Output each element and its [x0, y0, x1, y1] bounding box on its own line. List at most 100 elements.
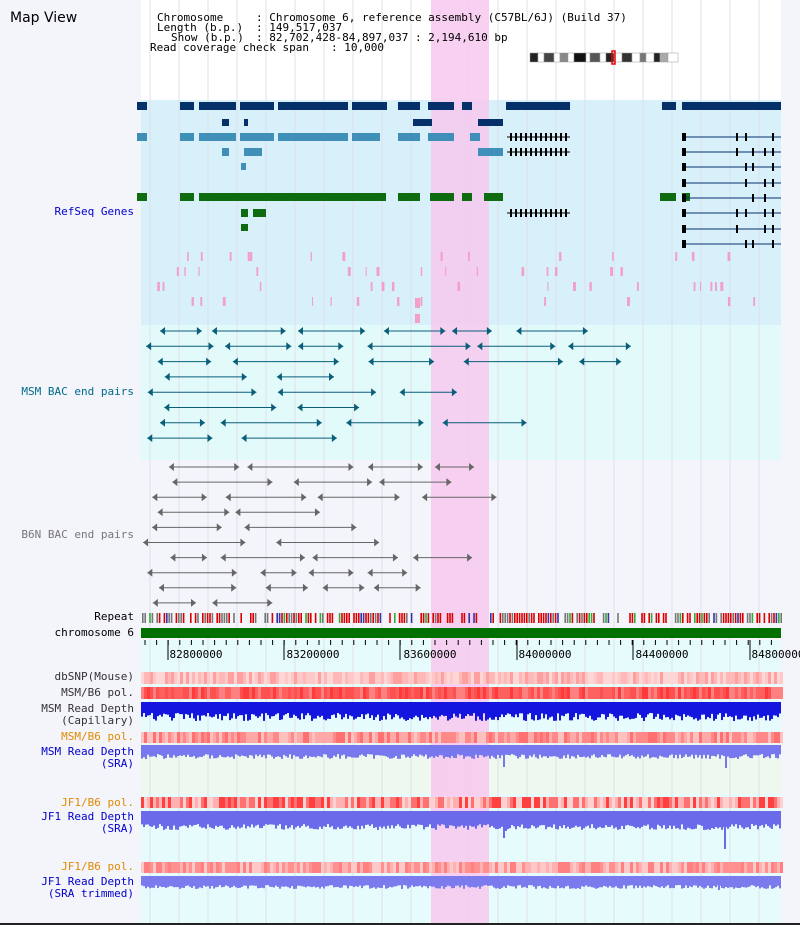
depth-bar: [617, 811, 619, 830]
repeat-mark: [526, 613, 528, 623]
depth-bar: [405, 811, 407, 829]
depth-bar: [377, 876, 379, 888]
heat-cell: [729, 862, 732, 873]
track-label-dbsnp[interactable]: dbSNP(Mouse): [54, 670, 134, 683]
pink-mark: [546, 267, 549, 276]
track-label-refseq-genes[interactable]: RefSeq Genes: [54, 205, 134, 218]
depth-bar: [713, 702, 715, 721]
heat-cell: [642, 672, 645, 684]
heat-cell: [219, 672, 222, 684]
depth-bar: [625, 702, 627, 719]
heat-cell: [708, 862, 711, 873]
track-label-msm-b6-pol[interactable]: MSM/B6 pol.: [61, 686, 134, 699]
depth-bar: [477, 811, 479, 826]
depth-bar: [527, 745, 529, 759]
ideogram-band: [667, 52, 679, 63]
depth-bar: [269, 702, 271, 719]
heat-cell: [537, 797, 540, 808]
heat-cell: [468, 797, 471, 808]
heat-cell: [429, 732, 432, 743]
heat-cell: [777, 672, 780, 684]
repeat-mark: [550, 613, 552, 623]
track-label-b6n-bac[interactable]: B6N BAC end pairs: [21, 528, 134, 541]
repeat-mark: [701, 613, 703, 623]
depth-bar: [301, 811, 303, 826]
depth-bar: [431, 876, 433, 887]
heat-cell: [330, 797, 333, 808]
depth-bar: [263, 811, 265, 826]
depth-bar: [299, 876, 301, 886]
depth-bar: [623, 811, 625, 830]
heat-cell: [438, 797, 441, 808]
chromosome-key: Chromosome: [157, 11, 224, 24]
heat-cell: [354, 672, 357, 684]
heat-cell: [780, 797, 783, 808]
heat-cell: [429, 687, 432, 699]
depth-bar: [233, 876, 235, 886]
track-label-msm-depth-capillary[interactable]: MSM Read Depth: [41, 702, 134, 715]
track-label-msm-b6-pol-2[interactable]: MSM/B6 pol.: [61, 730, 134, 743]
bac-end-marker: [568, 342, 574, 351]
heat-cell: [576, 687, 579, 699]
depth-bar: [347, 876, 349, 889]
bac-end-marker: [422, 493, 428, 502]
pink-mark: [554, 267, 558, 276]
track-label-repeat[interactable]: Repeat: [94, 610, 134, 623]
heat-cell: [465, 797, 468, 808]
repeat-mark: [377, 613, 379, 623]
track-label-msm-bac[interactable]: MSM BAC end pairs: [21, 385, 134, 398]
heat-cell: [408, 687, 411, 699]
depth-bar: [737, 876, 739, 888]
depth-bar: [169, 811, 171, 830]
depth-bar: [487, 745, 489, 756]
repeat-mark: [271, 613, 274, 623]
track-label-jf1-depth-sra-sub: (SRA): [100, 822, 134, 835]
depth-bar: [335, 745, 337, 757]
bac-end-marker: [359, 583, 365, 592]
repeat-mark: [338, 613, 341, 623]
heat-cell: [306, 687, 309, 699]
gene-exon: [752, 240, 754, 248]
depth-bar: [669, 745, 671, 756]
depth-bar: [171, 876, 173, 887]
depth-bar: [421, 811, 423, 825]
heat-cell: [186, 862, 189, 873]
depth-bar: [213, 876, 215, 889]
repeat-mark: [518, 613, 521, 623]
depth-bar: [351, 702, 353, 717]
heat-cell: [678, 732, 681, 743]
heat-cell: [432, 862, 435, 873]
heat-cell: [390, 732, 393, 743]
bac-end-marker: [331, 434, 337, 443]
ideogram-band: [573, 52, 587, 63]
repeat-mark: [770, 613, 773, 623]
track-label-msm-depth-sra[interactable]: MSM Read Depth: [41, 745, 134, 758]
bac-end-marker: [247, 463, 253, 471]
heat-cell: [627, 687, 630, 699]
depth-bar: [697, 876, 699, 888]
heat-cell: [546, 732, 549, 743]
track-label-jf1-depth-trimmed[interactable]: JF1 Read Depth: [41, 875, 134, 888]
depth-bar: [775, 702, 777, 716]
heat-cell: [612, 862, 615, 873]
repeat-mark: [538, 613, 540, 623]
heat-cell: [372, 862, 375, 873]
depth-bar: [631, 811, 633, 827]
track-label-jf1-b6-pol[interactable]: JF1/B6 pol.: [61, 796, 134, 809]
depth-bar: [429, 702, 431, 717]
track-label-jf1-b6-pol-2[interactable]: JF1/B6 pol.: [61, 860, 134, 873]
depth-bar: [179, 702, 181, 715]
depth-bar: [169, 702, 171, 718]
depth-bar: [689, 811, 691, 829]
heat-cell: [702, 862, 705, 873]
heat-cell: [333, 797, 336, 808]
depth-bar: [423, 745, 425, 757]
heat-cell: [246, 797, 249, 808]
depth-bar: [523, 702, 525, 721]
heat-cell: [747, 797, 750, 808]
depth-bar: [577, 811, 579, 828]
heat-cell: [624, 797, 627, 808]
heat-cell: [603, 687, 606, 699]
track-label-jf1-depth-sra[interactable]: JF1 Read Depth: [41, 810, 134, 823]
